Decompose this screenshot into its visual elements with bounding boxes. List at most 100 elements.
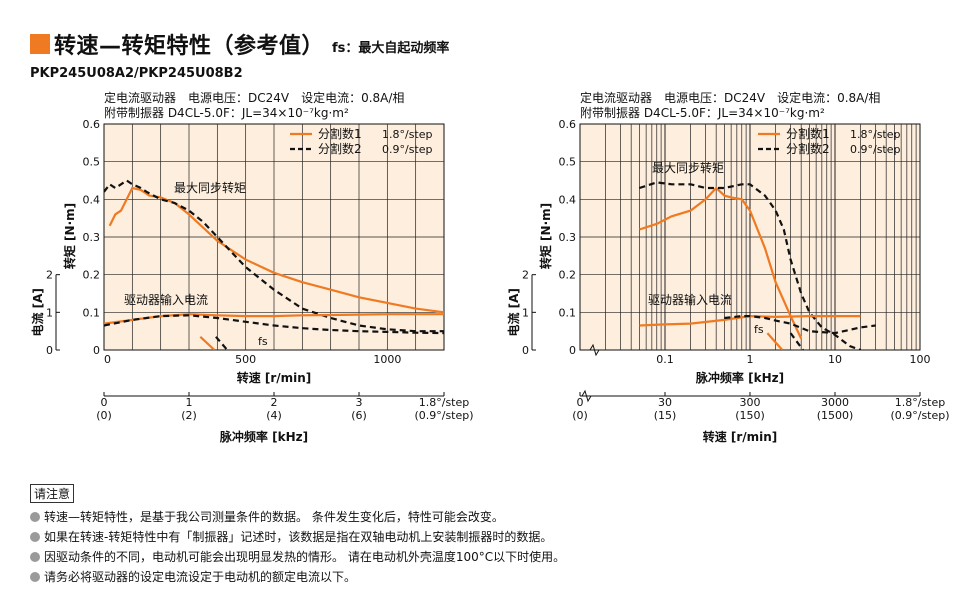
secondary-x-tick-label: 3000	[821, 396, 849, 409]
secondary-x-tick-label-paren: (6)	[351, 409, 367, 422]
axis-break-mark	[581, 389, 592, 403]
y2-tick-label: 0	[46, 344, 53, 357]
series-torque-solid	[639, 186, 803, 340]
y-tick-label: 0.6	[83, 118, 101, 131]
note-text: 如果在转速-转矩特性中有「制振器」记述时，该数据是指在双轴电动机上安装制振器时的…	[44, 530, 553, 544]
series-current-dashed	[104, 314, 444, 335]
y2-tick-label: 1	[46, 306, 53, 319]
bullet-icon	[30, 552, 40, 562]
chart-conditions-line1: 定电流驱动器 电源电压：DC24V 设定电流：0.8A/相	[580, 90, 880, 105]
x-tick-label: 100	[910, 353, 931, 366]
x-tick-label: 10	[828, 353, 842, 366]
legend-label: 分割数1	[318, 126, 362, 141]
series-fs-solid	[199, 335, 216, 350]
secondary-x-tick-label-paren: (1500)	[817, 409, 854, 422]
secondary-x-tick-label: 2	[271, 396, 278, 409]
y2-tick-label: 0	[522, 344, 529, 357]
y-tick-label: 0.4	[83, 193, 101, 206]
y-tick-label: 0.5	[559, 156, 577, 169]
y2-axis-label: 电流 [A]	[506, 288, 521, 336]
secondary-x-tick-label: 1	[186, 396, 193, 409]
x-tick-label: 1000	[373, 353, 401, 366]
legend-step: 1.8°/step	[382, 128, 433, 141]
note-item: 请务必将驱动器的设定电流设定于电动机的额定电流以下。	[30, 567, 565, 587]
secondary-x-tick-label: 1.8°/step	[419, 396, 470, 409]
note-text: 转速—转矩特性，是基于我公司测量条件的数据。 条件发生变化后，特性可能会改变。	[44, 510, 504, 524]
note-item: 如果在转速-转矩特性中有「制振器」记述时，该数据是指在双轴电动机上安装制振器时的…	[30, 527, 565, 547]
y-tick-label: 0.1	[83, 306, 101, 319]
x-axis-label: 转速 [r/min]	[237, 370, 312, 385]
secondary-x-tick-label-paren: (2)	[181, 409, 197, 422]
series-current-solid	[104, 313, 444, 325]
legend-step: 1.8°/step	[850, 128, 901, 141]
series-fs-dashed	[789, 332, 804, 350]
x-tick-label: 0.1	[656, 353, 674, 366]
axis-break-mark	[589, 343, 600, 357]
y-tick-label: 0.4	[559, 193, 577, 206]
bullet-icon	[30, 512, 40, 522]
y-axis-label: 转矩 [N·m]	[62, 203, 77, 269]
note-text: 因驱动条件的不同，电动机可能会出现明显发热的情形。 请在电动机外壳温度100°C…	[44, 550, 566, 564]
secondary-x-axis-label: 脉冲频率 [kHz]	[219, 429, 308, 444]
title-square-icon	[30, 34, 50, 54]
series-torque-solid	[108, 186, 444, 314]
x-tick-label: 500	[235, 353, 256, 366]
annotation-current: 驱动器输入电流	[124, 292, 208, 307]
y-tick-label: 0	[93, 344, 100, 357]
secondary-x-tick-label-paren: (0.9°/step)	[414, 409, 473, 422]
page-title: 转速—转矩特性（参考值）	[54, 34, 325, 59]
y-tick-label: 0.5	[83, 156, 101, 169]
y2-tick-label: 2	[522, 269, 529, 282]
secondary-x-tick-label: 0	[101, 396, 108, 409]
series-fs-solid	[766, 332, 784, 350]
series-torque-dashed	[639, 181, 861, 350]
secondary-x-tick-label: 300	[740, 396, 761, 409]
annotation-current: 驱动器输入电流	[648, 292, 732, 307]
secondary-x-tick-label-paren: (15)	[654, 409, 677, 422]
note-item: 转速—转矩特性，是基于我公司测量条件的数据。 条件发生变化后，特性可能会改变。	[30, 507, 565, 527]
chart-conditions-line1: 定电流驱动器 电源电压：DC24V 设定电流：0.8A/相	[104, 90, 404, 105]
secondary-x-tick-label: 1.8°/step	[895, 396, 946, 409]
secondary-x-axis-label: 转速 [r/min]	[703, 429, 778, 444]
secondary-x-tick-label: 30	[658, 396, 672, 409]
secondary-x-tick-label: 3	[356, 396, 363, 409]
y-tick-label: 0.3	[559, 231, 577, 244]
secondary-x-tick-label-paren: (150)	[735, 409, 765, 422]
annotation-fs: fs	[754, 323, 764, 336]
chart-conditions-line2: 附带制振器 D4CL-5.0F：JL=34×10⁻⁷kg·m²	[104, 106, 349, 120]
notes: 请注意 转速—转矩特性，是基于我公司测量条件的数据。 条件发生变化后，特性可能会…	[30, 484, 565, 587]
secondary-x-tick-label-paren: (4)	[266, 409, 282, 422]
annotation-torque: 最大同步转矩	[652, 160, 724, 175]
title-row: 转速—转矩特性（参考值） fs：最大自起动频率	[30, 28, 449, 60]
secondary-x-tick-label: 0	[577, 396, 584, 409]
series-current-dashed	[724, 315, 876, 335]
annotation-torque: 最大同步转矩	[174, 180, 246, 195]
y2-tick-label: 2	[46, 269, 53, 282]
series-fs-dashed	[215, 336, 229, 350]
bullet-icon	[30, 532, 40, 542]
y-tick-label: 0.2	[83, 269, 101, 282]
secondary-x-tick-label-paren: (0.9°/step)	[890, 409, 949, 422]
y-tick-label: 0.3	[83, 231, 101, 244]
y-tick-label: 0.2	[559, 269, 577, 282]
y2-axis-label: 电流 [A]	[30, 288, 45, 336]
y-tick-label: 0.1	[559, 306, 577, 319]
note-item: 因驱动条件的不同，电动机可能会出现明显发热的情形。 请在电动机外壳温度100°C…	[30, 547, 565, 567]
secondary-x-tick-label-paren: (0)	[96, 409, 112, 422]
legend-step: 0.9°/step	[382, 143, 433, 156]
note-text: 请务必将驱动器的设定电流设定于电动机的额定电流以下。	[44, 570, 357, 584]
y-tick-label: 0	[569, 344, 576, 357]
y2-tick-label: 1	[522, 306, 529, 319]
annotation-fs: fs	[258, 335, 268, 348]
legend-label: 分割数2	[786, 141, 830, 156]
bullet-icon	[30, 572, 40, 582]
legend-label: 分割数2	[318, 141, 362, 156]
x-tick-label: 0	[104, 353, 111, 366]
model-number: PKP245U08A2/PKP245U08B2	[30, 66, 243, 81]
x-axis-label: 脉冲频率 [kHz]	[695, 370, 784, 385]
notes-title: 请注意	[30, 484, 75, 503]
legend-label: 分割数1	[786, 126, 830, 141]
chart-conditions-line2: 附带制振器 D4CL-5.0F：JL=34×10⁻⁷kg·m²	[580, 106, 825, 120]
y-axis-label: 转矩 [N·m]	[538, 203, 553, 269]
